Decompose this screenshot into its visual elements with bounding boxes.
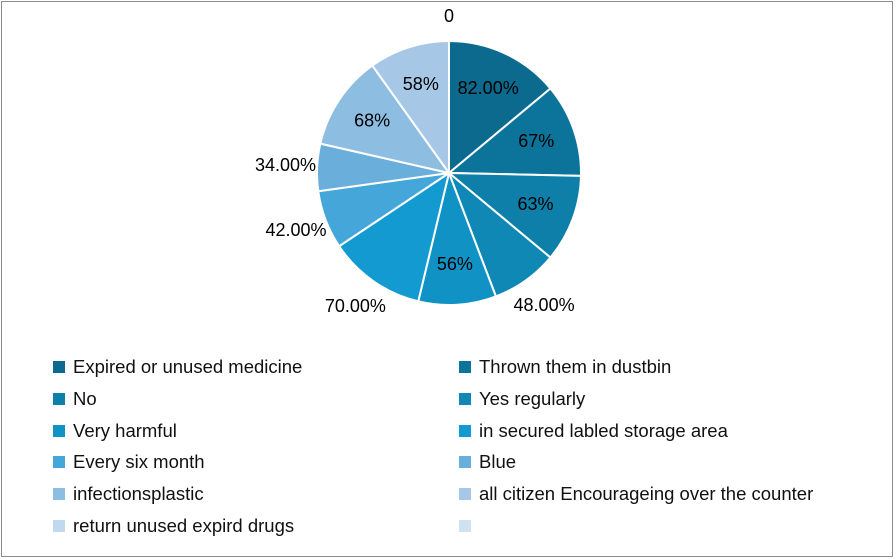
legend-item: Expired or unused medicine bbox=[53, 356, 302, 378]
legend-label: Thrown them in dustbin bbox=[479, 356, 672, 377]
legend-label: Blue bbox=[479, 451, 517, 473]
data-label: 68% bbox=[354, 111, 390, 131]
legend-swatch bbox=[459, 456, 471, 469]
data-label: 0 bbox=[444, 6, 454, 26]
pie-slice bbox=[337, 170, 451, 303]
pie-slice bbox=[448, 39, 552, 176]
legend-item: return unused expird drugs bbox=[53, 515, 294, 537]
legend-label: infectionsplastic bbox=[73, 483, 204, 505]
legend-item: Thrown them in dustbin bbox=[459, 356, 671, 378]
pie-slice bbox=[446, 87, 582, 177]
legend-swatch bbox=[459, 361, 471, 373]
legend-item: Every six month bbox=[53, 451, 205, 473]
data-label: 42.00% bbox=[265, 220, 326, 240]
legend-item: in secured labled storage area bbox=[459, 420, 728, 442]
legend-swatch bbox=[459, 520, 471, 532]
data-label: 56% bbox=[437, 254, 473, 274]
data-label: 34.00% bbox=[255, 155, 316, 175]
pie-slice bbox=[417, 169, 498, 306]
legend-label: in secured labled storage area bbox=[479, 419, 728, 441]
legend-label: No bbox=[73, 387, 97, 409]
data-label: 48.00% bbox=[514, 295, 575, 315]
legend-swatch bbox=[53, 520, 65, 532]
legend-label: return unused expird drugs bbox=[73, 515, 295, 536]
pie-slice bbox=[370, 39, 450, 177]
legend-item: all citizen Encourageing over the counte… bbox=[459, 483, 813, 505]
legend-label: Yes regularly bbox=[479, 387, 586, 409]
legend-item: No bbox=[53, 388, 97, 410]
legend-swatch bbox=[459, 392, 471, 405]
legend-label: all citizen Encourageing over the counte… bbox=[479, 483, 814, 505]
data-label: 58% bbox=[403, 74, 439, 94]
legend-item bbox=[459, 515, 479, 537]
legend-item: Very harmful bbox=[53, 420, 177, 442]
data-label: 82.00% bbox=[458, 78, 519, 98]
pie-chart: 82.00% 67% 63% 48.00% 56% 70.00% 42.00% 34.00% 6… bbox=[255, 6, 582, 316]
legend-item: infectionsplastic bbox=[53, 483, 204, 505]
data-label: 70.00% bbox=[325, 296, 386, 316]
pie-slice bbox=[446, 171, 582, 259]
legend-item: Yes regularly bbox=[459, 388, 585, 410]
legend-label: Very harmful bbox=[73, 419, 177, 441]
legend-item: Blue bbox=[459, 451, 516, 473]
pie-slice bbox=[319, 64, 452, 175]
legend-label: Every six month bbox=[73, 451, 205, 473]
legend-swatch bbox=[53, 361, 65, 373]
legend-swatch bbox=[53, 424, 65, 437]
legend-swatch bbox=[53, 392, 65, 405]
data-label: 67% bbox=[518, 131, 554, 151]
data-label: 63% bbox=[518, 194, 554, 214]
legend-swatch bbox=[459, 424, 471, 437]
legend-swatch bbox=[53, 456, 65, 469]
legend-label: Expired or unused medicine bbox=[73, 356, 303, 377]
legend-swatch bbox=[459, 488, 471, 501]
legend-swatch bbox=[53, 488, 65, 501]
